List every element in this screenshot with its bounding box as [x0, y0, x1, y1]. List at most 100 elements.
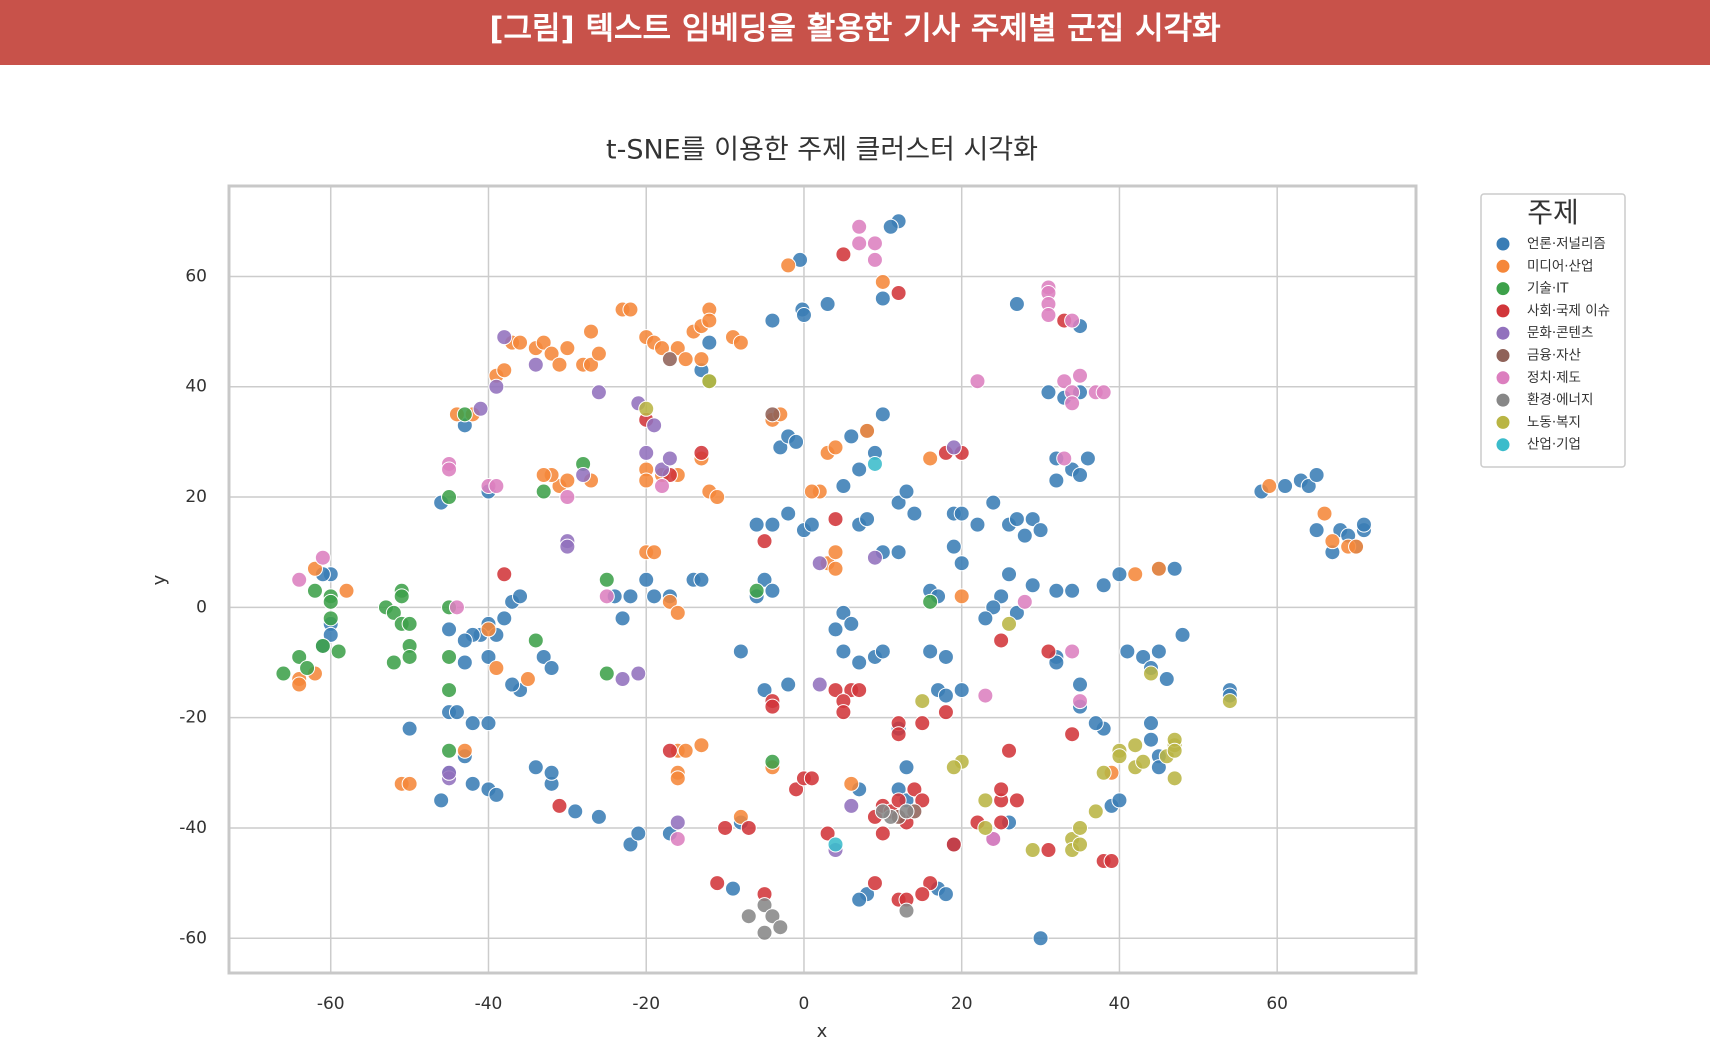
point	[519, 671, 536, 688]
point	[441, 489, 458, 506]
point	[441, 742, 458, 759]
x-tick-label: -60	[317, 994, 345, 1014]
point	[661, 742, 678, 759]
point	[985, 830, 1002, 847]
point	[945, 439, 962, 456]
point	[866, 549, 883, 566]
plot-border	[227, 184, 1418, 975]
point	[401, 720, 418, 737]
point	[401, 775, 418, 792]
point	[598, 665, 615, 682]
point	[756, 682, 773, 699]
point	[882, 218, 899, 235]
y-axis-label: y	[149, 574, 170, 585]
point	[622, 301, 639, 318]
point	[756, 924, 773, 941]
point	[669, 340, 686, 357]
legend-label: 언론·저널리즘	[1527, 236, 1606, 252]
point	[291, 571, 308, 588]
point	[583, 356, 600, 373]
point	[827, 439, 844, 456]
point	[512, 334, 529, 351]
point	[496, 329, 513, 346]
point	[851, 461, 868, 478]
point	[1072, 466, 1089, 483]
point	[559, 489, 576, 506]
legend-marker	[1495, 414, 1511, 430]
chart-title: t-SNE를 이용한 주제 클러스터 시각화	[606, 135, 1038, 166]
point	[1040, 842, 1057, 859]
point	[827, 836, 844, 853]
legend-label: 기술·IT	[1527, 281, 1569, 297]
point	[299, 660, 316, 677]
point	[859, 511, 876, 528]
point	[1355, 516, 1372, 533]
point	[385, 604, 402, 621]
point	[740, 819, 757, 836]
point	[567, 803, 584, 820]
point	[1072, 676, 1089, 693]
point	[535, 483, 552, 500]
point	[291, 648, 308, 665]
point	[709, 489, 726, 506]
legend-box	[1480, 193, 1626, 468]
point	[646, 417, 663, 434]
point	[480, 621, 497, 638]
point	[993, 814, 1010, 831]
point	[638, 400, 655, 417]
point	[764, 753, 781, 770]
y-tick-label: -60	[179, 928, 207, 948]
point	[448, 704, 465, 721]
point	[1300, 478, 1317, 495]
point	[756, 897, 773, 914]
point	[456, 406, 473, 423]
point	[1001, 615, 1018, 632]
point	[914, 792, 931, 809]
point	[764, 582, 781, 599]
point	[314, 637, 331, 654]
point	[275, 665, 292, 682]
point	[953, 682, 970, 699]
legend-marker	[1495, 437, 1511, 453]
point	[590, 345, 607, 362]
point	[780, 505, 797, 522]
point	[1040, 384, 1057, 401]
point	[1008, 511, 1025, 528]
point	[945, 836, 962, 853]
point	[969, 373, 986, 390]
point	[827, 544, 844, 561]
point	[669, 830, 686, 847]
point	[1056, 373, 1073, 390]
point	[732, 643, 749, 660]
point	[598, 571, 615, 588]
point	[874, 825, 891, 842]
point	[527, 632, 544, 649]
point	[488, 786, 505, 803]
point	[1348, 538, 1365, 555]
point	[1032, 522, 1049, 539]
point	[1048, 582, 1065, 599]
point	[306, 582, 323, 599]
point	[590, 808, 607, 825]
point	[898, 803, 915, 820]
point	[756, 571, 773, 588]
point	[669, 770, 686, 787]
point	[583, 323, 600, 340]
point	[748, 582, 765, 599]
point	[1087, 715, 1104, 732]
point	[922, 593, 939, 610]
point	[922, 875, 939, 892]
point	[1008, 296, 1025, 313]
point	[985, 599, 1002, 616]
point	[795, 307, 812, 324]
point	[456, 632, 473, 649]
point	[945, 759, 962, 776]
x-tick-label: -20	[632, 994, 660, 1014]
point	[717, 819, 734, 836]
point	[835, 604, 852, 621]
point	[1142, 731, 1159, 748]
legend-label: 노동·복지	[1527, 414, 1581, 430]
point	[535, 648, 552, 665]
legend-label: 문화·콘텐츠	[1527, 325, 1593, 341]
point	[1166, 770, 1183, 787]
